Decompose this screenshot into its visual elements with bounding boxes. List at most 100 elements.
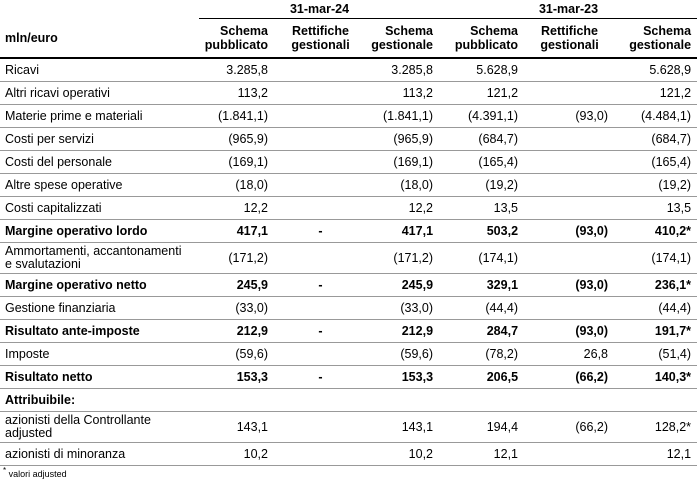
value-cell: 12,2 [366,196,440,220]
column-header: Schema gestionale [366,18,440,59]
value-cell: (1.841,1) [199,104,274,128]
value-cell [614,388,697,412]
value-cell [274,127,366,151]
value-cell [274,81,366,105]
row-label: Costi del personale [0,150,199,174]
value-cell: (93,0) [524,273,615,297]
value-cell: - [274,273,366,297]
value-cell: (684,7) [614,127,697,151]
value-cell: (174,1) [614,242,697,274]
value-cell: 3.285,8 [366,58,440,82]
value-cell [274,104,366,128]
value-cell [366,388,440,412]
value-cell: (51,4) [614,342,697,366]
table-row: Ricavi 3.285,8 3.285,8 5.628,9 5.628,9 [0,58,697,82]
value-cell: (44,4) [439,296,525,320]
value-cell: 245,9 [199,273,274,297]
footnote: * valori adjusted [3,466,67,479]
value-cell: 12,1 [614,442,697,466]
column-header-line: gestionali [291,38,350,52]
value-cell [524,127,615,151]
period-2023: 31-mar-23 [439,0,697,19]
value-cell: 121,2 [439,81,525,105]
value-cell: (18,0) [366,173,440,197]
row-label: Risultato netto [0,365,199,389]
value-cell: - [274,219,366,243]
column-header-line: Schema [643,24,692,38]
column-header: Rettifiche gestionali [274,18,366,59]
column-header: Rettifiche gestionali [524,18,615,59]
value-cell: (684,7) [439,127,525,151]
row-label: Altre spese operative [0,173,199,197]
value-cell: (44,4) [614,296,697,320]
value-cell: (165,4) [439,150,525,174]
value-cell [524,442,615,466]
value-cell: (93,0) [524,319,615,343]
row-label: azionisti di minoranza [0,442,199,466]
value-cell [274,242,366,274]
value-cell [524,173,615,197]
column-header-line: Schema [470,24,519,38]
table-row: Margine operativo netto 245,9-245,9 329,1(… [0,273,697,297]
table-row: Risultato ante-imposte 212,9-212,9 284,7 (9… [0,319,697,343]
value-cell: 140,3* [614,365,697,389]
value-cell: (4.391,1) [439,104,525,128]
table-row: Imposte (59,6) (59,6) (78,2) 26,8 (51,4) [0,342,697,366]
row-label: Gestione finanziaria [0,296,199,320]
value-cell [524,242,615,274]
value-cell: (171,2) [199,242,274,274]
value-cell [274,173,366,197]
value-cell: 10,2 [199,442,274,466]
column-header: Schema pubblicato [199,18,274,59]
table-row: Costi capitalizzati 12,2 12,2 13,5 13,5 [0,196,697,220]
value-cell: 143,1 [199,411,274,443]
table-row: Margine operativo lordo 417,1-417,1 503,2(… [0,219,697,243]
column-header-line: gestionale [629,38,692,52]
value-cell: (19,2) [614,173,697,197]
value-cell: 5.628,9 [614,58,697,82]
table-row: Risultato netto 153,3-153,3 206,5 (66,2) 140… [0,365,697,389]
table-row: Costi del personale (169,1) (169,1) (165,4)… [0,150,697,174]
value-cell: - [274,365,366,389]
value-cell [274,196,366,220]
row-label: Imposte [0,342,199,366]
value-cell: (33,0) [199,296,274,320]
value-cell: (33,0) [366,296,440,320]
value-cell: (4.484,1) [614,104,697,128]
value-cell [524,150,615,174]
value-cell: 153,3 [199,365,274,389]
value-cell: 153,3 [366,365,440,389]
row-label: Risultato ante-imposte [0,319,199,343]
value-cell: 12,1 [439,442,525,466]
row-label: Ammortamenti, accantonamenti e svalutazio… [0,242,199,274]
column-header-line: Rettifiche [292,24,349,38]
value-cell: (169,1) [199,150,274,174]
value-cell: 3.285,8 [199,58,274,82]
value-cell: (965,9) [199,127,274,151]
value-cell: 206,5 [439,365,525,389]
value-cell: - [274,319,366,343]
value-cell: 329,1 [439,273,525,297]
table-row: Ammortamenti, accantonamenti e svalutazio… [0,242,697,274]
value-cell: 113,2 [199,81,274,105]
footnote-text: valori adjusted [8,469,67,479]
value-cell [274,342,366,366]
column-header-line: Rettifiche [541,24,598,38]
value-cell: 417,1 [366,219,440,243]
table-row: Materie prime e materiali (1.841,1) (1.841… [0,104,697,128]
value-cell [274,58,366,82]
value-cell: 5.628,9 [439,58,525,82]
value-cell: 503,2 [439,219,525,243]
value-cell [524,81,615,105]
value-cell: (19,2) [439,173,525,197]
row-label-line: adjusted [5,426,53,440]
value-cell: (78,2) [439,342,525,366]
row-label: Costi per servizi [0,127,199,151]
value-cell: 236,1* [614,273,697,297]
row-label: Altri ricavi operativi [0,81,199,105]
table-row: Gestione finanziaria (33,0) (33,0) (44,4) (4… [0,296,697,320]
table-row: azionisti di minoranza 10,2 10,2 12,1 12,1 [0,442,697,466]
period-2024: 31-mar-24 [199,0,440,19]
value-cell [199,388,274,412]
value-cell: 410,2* [614,219,697,243]
